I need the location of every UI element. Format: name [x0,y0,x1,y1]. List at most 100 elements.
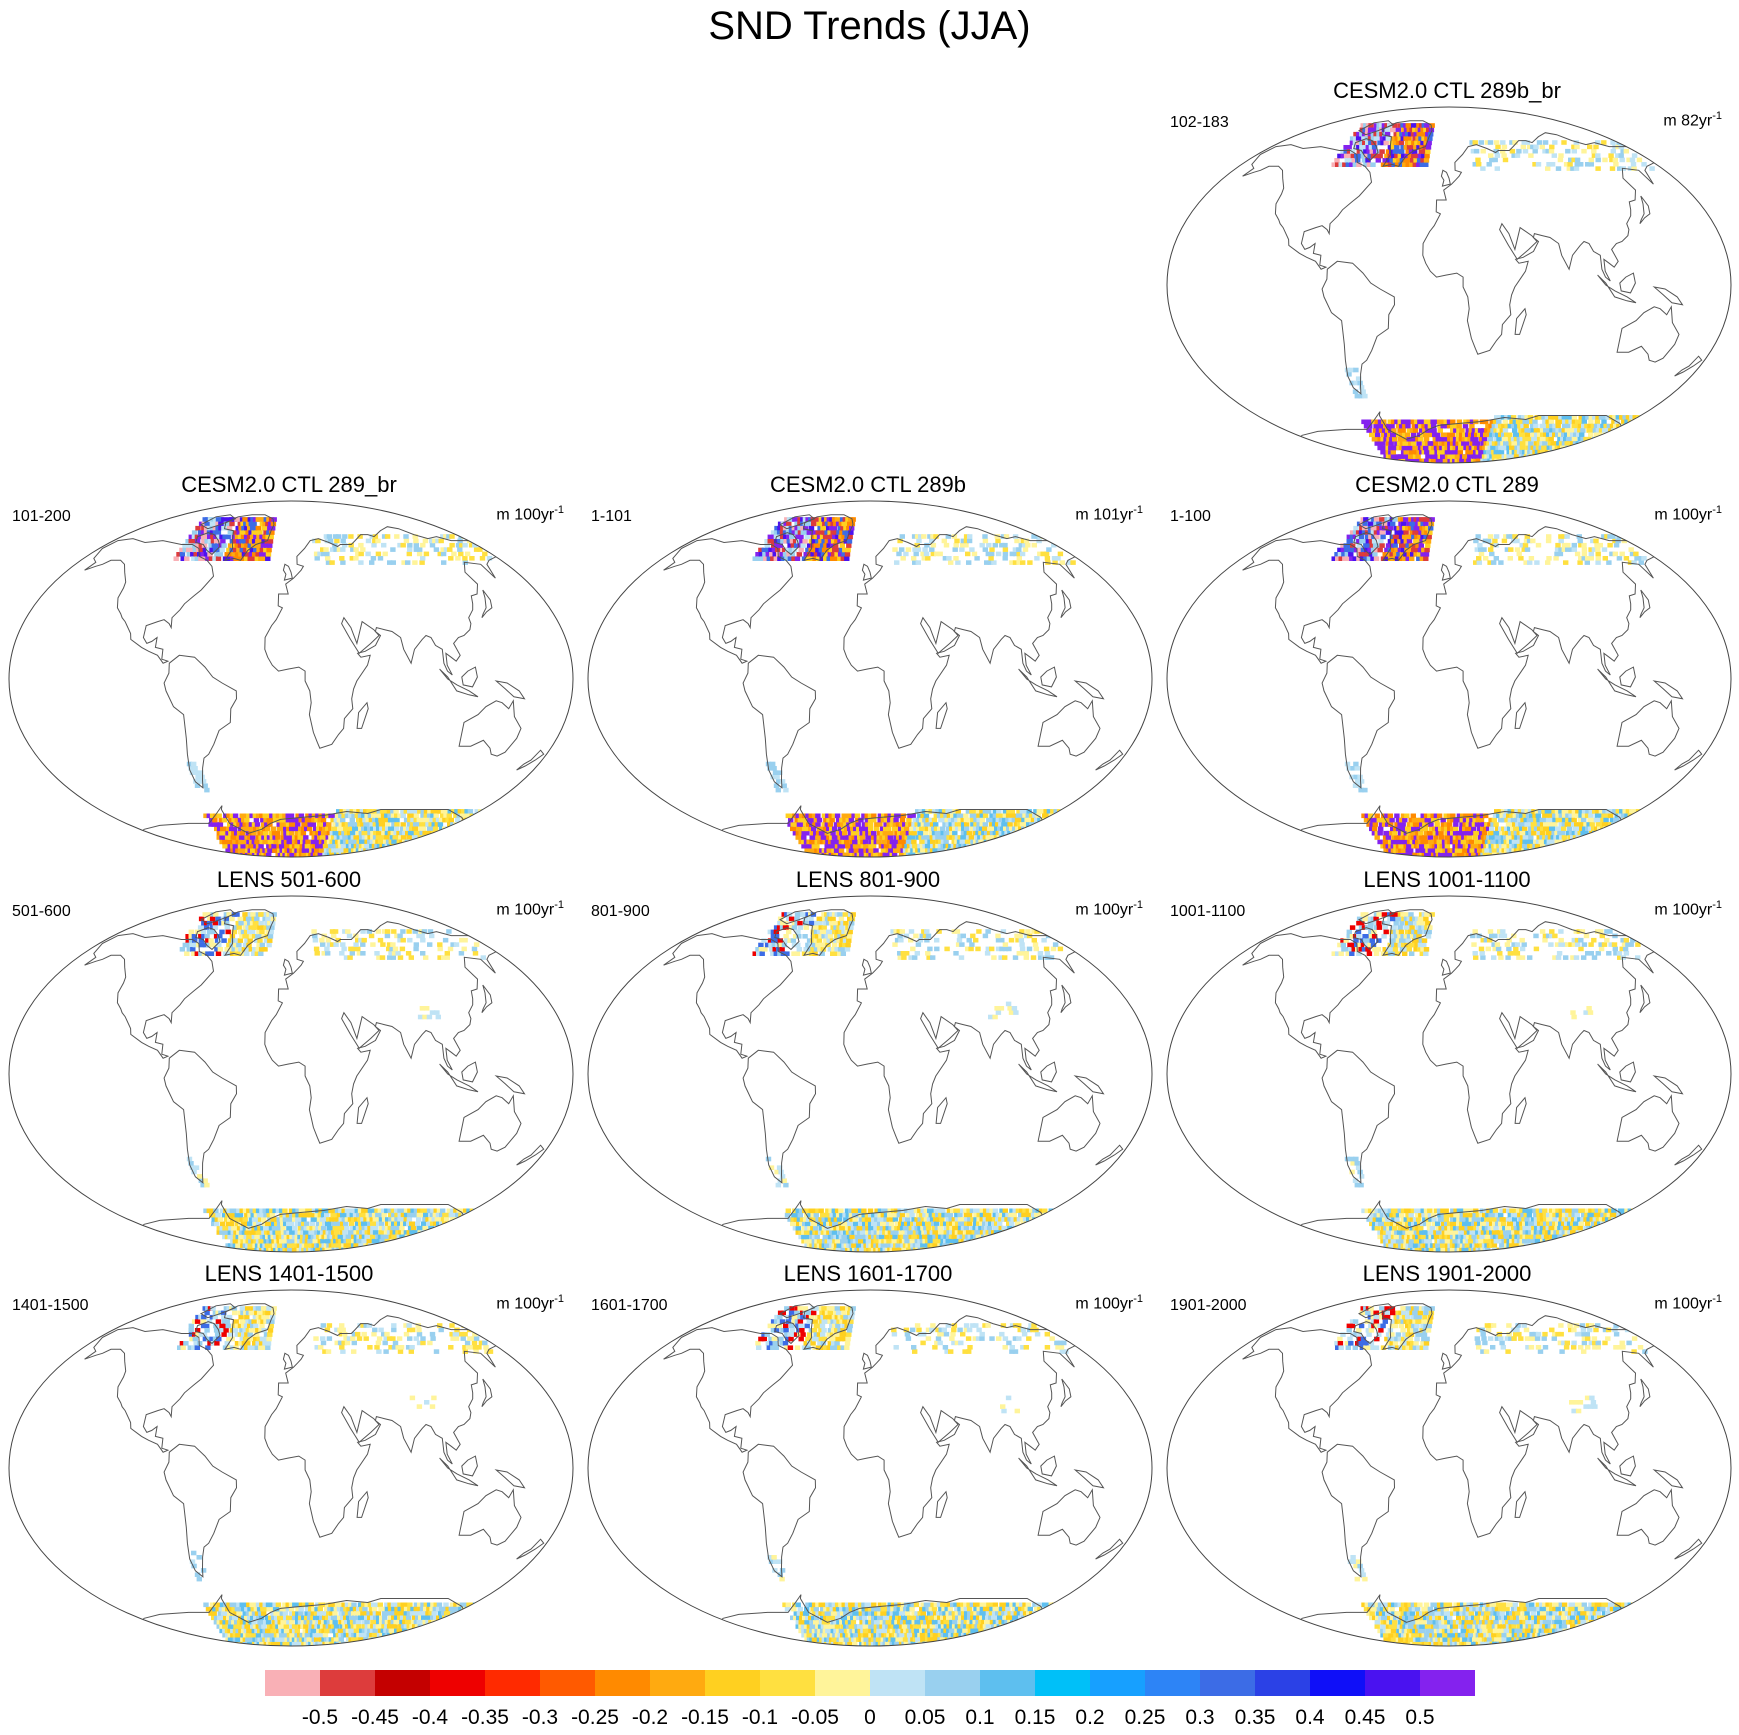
snow-trend-cell [1344,552,1350,557]
snow-trend-cell [999,852,1006,857]
snow-trend-cell [365,538,372,544]
snow-trend-cell [1412,543,1418,548]
snow-trend-cell [223,521,230,527]
snow-trend-cell [1547,441,1554,446]
snow-trend-cell [999,542,1005,548]
snow-trend-cell [208,556,215,561]
snow-trend-cell [1352,145,1359,150]
snow-trend-cell [1585,809,1591,814]
snow-trend-cell [250,857,255,858]
snow-trend-cell [776,552,782,557]
snow-trend-cell [1570,428,1577,433]
snow-trend-cell [782,530,789,535]
snow-trend-cell [772,770,779,775]
snow-trend-cell [1602,157,1608,163]
snow-trend-cell [850,826,856,832]
snow-trend-cell [265,813,272,819]
snow-trend-cell [1391,136,1397,141]
snow-trend-cell [384,817,391,823]
snow-trend-cell [266,817,272,823]
snow-trend-cell [1381,521,1388,527]
snow-trend-cell [1538,848,1544,853]
snow-trend-cell [197,552,203,557]
snow-trend-cell [841,552,847,557]
snow-trend-cell [272,813,278,819]
snow-trend-cell [802,813,808,819]
snow-trend-cell [1578,843,1584,849]
snow-trend-cell [1536,830,1543,836]
snow-trend-cell [385,826,391,832]
snow-trend-cell [1601,419,1607,425]
snow-trend-cell [1543,857,1548,858]
snow-trend-cell [1558,822,1564,827]
snow-trend-cell [395,848,401,853]
snow-trend-cell [1606,826,1612,832]
snow-trend-cell [1523,560,1529,565]
snow-trend-cell [1555,817,1561,823]
snow-trend-cell [1524,822,1530,827]
snow-trend-cell [1574,822,1580,827]
snow-trend-cell [1423,839,1429,845]
snow-trend-cell [214,826,220,832]
snow-trend-cell [1438,830,1444,836]
snow-trend-cell [768,547,774,553]
snow-trend-cell [1397,539,1403,544]
snow-trend-cell [186,552,192,557]
snow-trend-cell [1459,826,1465,832]
snow-trend-cell [1600,423,1606,429]
snow-trend-cell [1489,826,1495,832]
map-panel: CESM2.0 CTL 289b 1-101 m 101yr-1 [579,472,1157,860]
snow-trend-cell [1558,547,1564,552]
snow-trend-cell [815,857,820,858]
snow-trend-cell [806,552,813,557]
snow-trend-cell [1592,839,1598,845]
panel-unit: m 101yr-1 [1075,504,1143,524]
snow-trend-cell [1543,826,1549,832]
snow-trend-cell [794,817,800,823]
snow-trend-cell [1527,839,1534,845]
snow-trend-cell [891,857,896,858]
snow-trend-cell [1489,432,1495,438]
snow-trend-cell [1521,822,1527,827]
snow-trend-cell [1603,441,1609,446]
snow-trend-cell [1050,809,1056,814]
snow-trend-cell [227,552,234,557]
snow-trend-cell [1379,543,1385,548]
snow-trend-cell [1563,449,1569,455]
snow-trend-cell [1629,415,1635,420]
snow-trend-cell [221,517,227,522]
snow-trend-cell [453,835,460,840]
snow-trend-cell [1394,835,1400,840]
snow-trend-cell [448,830,454,836]
snow-trend-cell [1342,556,1348,561]
snow-trend-cell [911,534,918,539]
snow-trend-cell [1616,423,1622,429]
snow-trend-cell [1347,153,1353,159]
snow-trend-cell [234,517,240,522]
snow-trend-cell [448,817,454,823]
snow-trend-cell [1367,547,1373,553]
snow-trend-cell [387,852,394,857]
snow-trend-cell [315,830,321,836]
snow-trend-cell [385,839,392,845]
snow-trend-cell [1542,419,1548,425]
snow-trend-cell [1394,556,1401,561]
snow-trend-cell [348,534,354,539]
snow-trend-cell [1419,556,1425,561]
snow-trend-cell [227,543,234,548]
snow-trend-cell [1576,839,1582,845]
snow-trend-cell [979,848,985,853]
snow-trend-cell [429,848,436,853]
snow-trend-cell [343,826,349,832]
snow-trend-cell [204,534,210,540]
snow-trend-cell [963,538,970,544]
snow-trend-cell [1468,445,1475,451]
snow-trend-cell [1609,830,1615,836]
panel-period: 1-101 [591,508,632,525]
snow-trend-cell [474,817,480,823]
snow-trend-cell [1453,822,1459,827]
snow-trend-cell [933,857,938,858]
snow-trend-cell [1340,149,1346,154]
snow-trend-cell [856,826,862,832]
snow-trend-cell [1423,826,1429,832]
